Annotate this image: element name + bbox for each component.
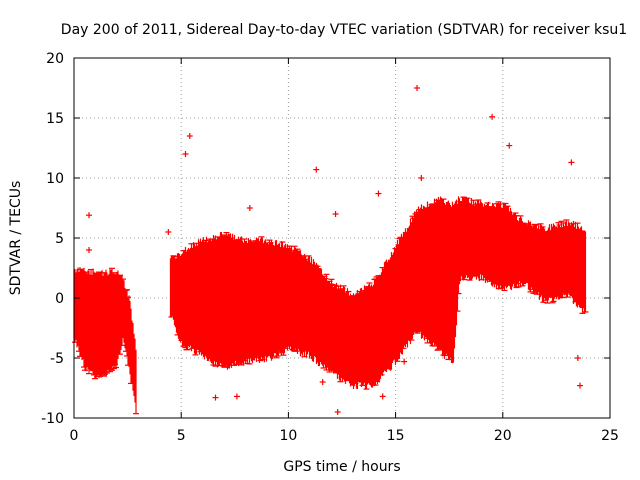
y-tick-label: 15	[46, 111, 64, 127]
data-point	[165, 229, 172, 235]
data-point	[401, 358, 408, 365]
data-point	[375, 190, 382, 197]
y-tick-label: 20	[46, 51, 64, 67]
data-point	[379, 393, 386, 400]
x-axis-label: GPS time / hours	[283, 459, 400, 475]
y-axis-label: SDTVAR / TECUs	[8, 181, 24, 296]
data-point	[489, 113, 496, 120]
x-tick-label: 10	[279, 428, 297, 444]
y-tick-label: 0	[55, 291, 64, 307]
series-band	[72, 196, 589, 415]
data-point	[186, 133, 193, 139]
data-point	[86, 247, 93, 253]
y-tick-label: 5	[55, 231, 64, 247]
data-point	[212, 394, 219, 401]
data-point	[246, 205, 253, 211]
series-outliers	[86, 85, 583, 415]
data-point	[86, 212, 93, 219]
x-tick-label: 0	[70, 428, 79, 444]
x-tick-label: 5	[177, 428, 186, 444]
data-point	[576, 382, 583, 389]
data-point	[414, 85, 421, 91]
chart-title: Day 200 of 2011, Sidereal Day-to-day VTE…	[61, 22, 627, 38]
data-point	[182, 151, 189, 157]
data-point	[332, 211, 339, 217]
x-tick-label: 15	[387, 428, 405, 444]
x-tick-label: 20	[494, 428, 512, 444]
data-point	[568, 159, 575, 166]
x-tick-label: 25	[601, 428, 619, 444]
data-point	[313, 166, 320, 173]
data-point	[334, 409, 341, 415]
data-point	[418, 175, 425, 181]
axis-ticks: 0 5 10 15 20 25 -10 -5 0 5 10 15 20	[41, 51, 619, 444]
y-tick-label: -5	[50, 351, 64, 367]
data-point	[233, 393, 240, 400]
data-series	[72, 85, 589, 415]
y-tick-label: -10	[41, 411, 64, 427]
data-point	[574, 355, 581, 361]
y-tick-label: 10	[46, 171, 64, 187]
data-point	[506, 142, 513, 149]
data-point	[319, 379, 326, 385]
